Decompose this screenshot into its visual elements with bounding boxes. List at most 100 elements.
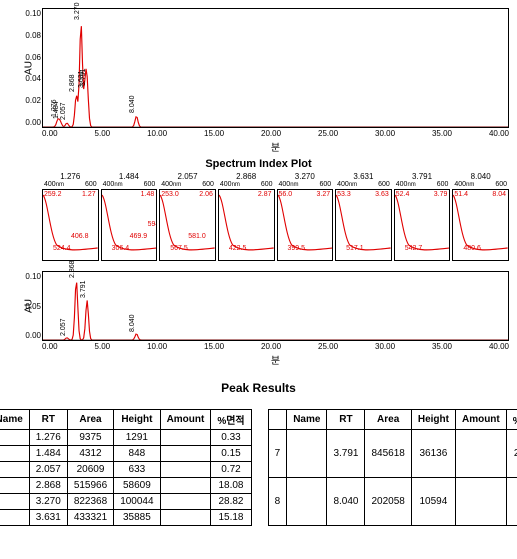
- spectrum-panel: 52.43.79542.7: [394, 189, 451, 261]
- top-x-ticks: 0.005.0010.0015.0020.0025.0030.0035.0040…: [42, 128, 509, 138]
- table-row: 73.7918456183613629.63: [268, 430, 517, 478]
- spectra-panels: 259.21.27524.4406.81.48306.4469.9594.525…: [42, 189, 509, 261]
- peak-label: 2.057: [60, 102, 67, 120]
- spectrum-top-right: 2.87: [258, 191, 272, 198]
- spectrum-corner: 53.3: [337, 191, 351, 198]
- tick: 0.00: [15, 118, 41, 127]
- table-cell: 0.15: [211, 446, 251, 462]
- table-cell: 4312: [67, 446, 113, 462]
- table-cell: 28.82: [211, 494, 251, 510]
- table-cell: 0.72: [211, 462, 251, 478]
- table-cell: 15.18: [211, 510, 251, 526]
- tick: 30.00: [375, 342, 395, 351]
- table-cell: [0, 510, 29, 526]
- table-header: Amount: [160, 410, 211, 430]
- table-header: Area: [67, 410, 113, 430]
- spectrum-rt-header: 3.631400nm600: [335, 172, 392, 188]
- tick: 15.00: [204, 342, 224, 351]
- spectrum-mark: 399.5: [288, 245, 306, 252]
- table-cell: [287, 478, 327, 526]
- table-header: [268, 410, 287, 430]
- spectrum-panel: 2.87 422.5: [218, 189, 275, 261]
- table-cell: 433321: [67, 510, 113, 526]
- table-cell: 100044: [114, 494, 160, 510]
- table-cell: [0, 494, 29, 510]
- tick: 25.00: [318, 129, 338, 138]
- bottom-x-ticks: 0.005.0010.0015.0020.0025.0030.0035.0040…: [42, 341, 509, 351]
- spectrum-corner: 52.4: [396, 191, 410, 198]
- table-header: Height: [411, 410, 455, 430]
- tick: 25.00: [318, 342, 338, 351]
- tick: 10.00: [147, 129, 167, 138]
- peak-label: 2.868: [69, 74, 76, 92]
- spectrum-mark: 422.5: [229, 245, 247, 252]
- tick: 20.00: [261, 342, 281, 351]
- table-header: %면적: [211, 410, 251, 430]
- spectrum-top-right: 3.63: [375, 191, 389, 198]
- tick: 0.00: [42, 129, 58, 138]
- tick: 0.10: [15, 9, 41, 18]
- tick: 15.00: [204, 129, 224, 138]
- table-cell: [160, 430, 211, 446]
- peak-label: 2.868: [69, 261, 76, 279]
- spectrum-panel: 1.48306.4469.9594.5: [101, 189, 158, 261]
- bottom-chromatogram: AU 0.100.050.00 2.0572.8683.7918.040: [42, 271, 509, 341]
- peak-table-left: NameRTAreaHeightAmount%면적 11.27693751291…: [0, 409, 252, 526]
- spectrum-mark: 306.4: [112, 245, 130, 252]
- table-header: Amount: [455, 410, 506, 430]
- spectrum-mark: 517.1: [346, 245, 364, 252]
- table-cell: 9375: [67, 430, 113, 446]
- spectrum-mark: 469.9: [130, 233, 148, 240]
- tick: 35.00: [432, 129, 452, 138]
- tick: 5.00: [95, 342, 111, 351]
- spectrum-corner: 253.0: [161, 191, 179, 198]
- spectrum-corner: 51.4: [454, 191, 468, 198]
- spectrum-rt-header: 8.040400nm600: [452, 172, 509, 188]
- table-cell: [287, 430, 327, 478]
- spectrum-rt-header: 1.484400nm600: [101, 172, 158, 188]
- table-row: 88.040202058105947.08: [268, 478, 517, 526]
- table-cell: 633: [114, 462, 160, 478]
- table-row: 32.057206096330.72: [0, 462, 251, 478]
- table-header: %면적: [506, 410, 517, 430]
- spectrum-rt-header: 3.791400nm600: [394, 172, 451, 188]
- table-cell: [160, 446, 211, 462]
- peak-label: 3.791: [80, 281, 87, 299]
- tick: 0.05: [15, 302, 41, 311]
- spectrum-mark: 406.8: [71, 233, 89, 240]
- tick: 5.00: [95, 129, 111, 138]
- spectrum-mark: 567.5: [170, 245, 188, 252]
- table-cell: [160, 478, 211, 494]
- tick: 0.10: [15, 272, 41, 281]
- table-cell: 58609: [114, 478, 160, 494]
- table-cell: 3.631: [29, 510, 67, 526]
- top-chromatogram: AU 0.100.080.060.040.020.00 1.2761.4842.…: [42, 8, 509, 128]
- table-row: 53.27082236810004428.82: [0, 494, 251, 510]
- spectrum-top-right: 3.79: [434, 191, 448, 198]
- table-cell: 0.33: [211, 430, 251, 446]
- table-cell: 10594: [411, 478, 455, 526]
- table-cell: 7: [268, 430, 287, 478]
- spectrum-panel: 51.48.04480.6: [452, 189, 509, 261]
- bottom-x-label: 분: [42, 352, 509, 367]
- tick: 0.00: [42, 342, 58, 351]
- spectrum-corner: 56.0: [279, 191, 293, 198]
- spectrum-rt-header: 1.276400nm600: [42, 172, 99, 188]
- peak-results-title: Peak Results: [8, 381, 509, 395]
- table-row: 42.8685159665860918.08: [0, 478, 251, 494]
- peak-label: 8.040: [129, 314, 136, 332]
- table-cell: [455, 430, 506, 478]
- spectrum-panel: 259.21.27524.4406.8: [42, 189, 99, 261]
- peak-label: 8.040: [129, 95, 136, 113]
- table-cell: 7.08: [506, 478, 517, 526]
- spectrum-mark: 480.6: [463, 245, 481, 252]
- tick: 0.04: [15, 74, 41, 83]
- tick: 35.00: [432, 342, 452, 351]
- table-cell: 2.057: [29, 462, 67, 478]
- tick: 40.00: [489, 342, 509, 351]
- spectrum-panel: 253.02.06567.5581.0: [159, 189, 216, 261]
- spectrum-rt-header: 2.868400nm600: [218, 172, 275, 188]
- spectrum-mark: 524.4: [53, 245, 71, 252]
- table-header: Name: [287, 410, 327, 430]
- table-header: Name: [0, 410, 29, 430]
